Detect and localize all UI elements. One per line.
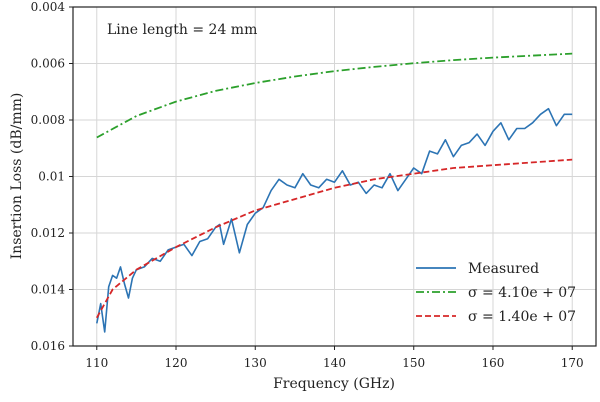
x-axis-title: Frequency (GHz) bbox=[273, 376, 395, 392]
x-tick-label: 120 bbox=[165, 356, 188, 370]
line-length-annotation: Line length = 24 mm bbox=[107, 22, 257, 38]
axis-ticks: 110 120 130 140 150 160 170 0.004 0.006 0.008 0.01… bbox=[31, 0, 584, 370]
y-tick-label: 0.012 bbox=[31, 226, 65, 240]
y-tick-label: 0.016 bbox=[31, 339, 65, 353]
legend-label: Measured bbox=[468, 261, 539, 277]
x-tick-label: 110 bbox=[85, 356, 108, 370]
x-tick-label: 170 bbox=[561, 356, 584, 370]
y-axis-title: Insertion Loss (dB/mm) bbox=[9, 93, 25, 260]
y-tick-label: 0.006 bbox=[31, 57, 65, 71]
series-line-1-40e-07 bbox=[96, 158, 573, 319]
y-tick-label: 0.008 bbox=[31, 113, 65, 127]
y-tick-label: 0.01 bbox=[38, 170, 65, 184]
x-tick-label: 130 bbox=[244, 356, 267, 370]
x-tick-label: 160 bbox=[482, 356, 505, 370]
y-tick-label: 0.004 bbox=[31, 0, 66, 14]
legend: Measured σ = 4.10e + 07 σ = 1.40e + 07 bbox=[416, 261, 576, 325]
series-line-measured bbox=[96, 107, 573, 333]
legend-label: σ = 1.40e + 07 bbox=[468, 309, 576, 325]
x-tick-label: 140 bbox=[323, 356, 346, 370]
series-line-4-10e-07 bbox=[96, 52, 573, 139]
legend-label: σ = 4.10e + 07 bbox=[468, 285, 576, 301]
plot-area bbox=[96, 52, 573, 333]
y-tick-label: 0.014 bbox=[31, 283, 66, 297]
x-tick-label: 150 bbox=[402, 356, 425, 370]
